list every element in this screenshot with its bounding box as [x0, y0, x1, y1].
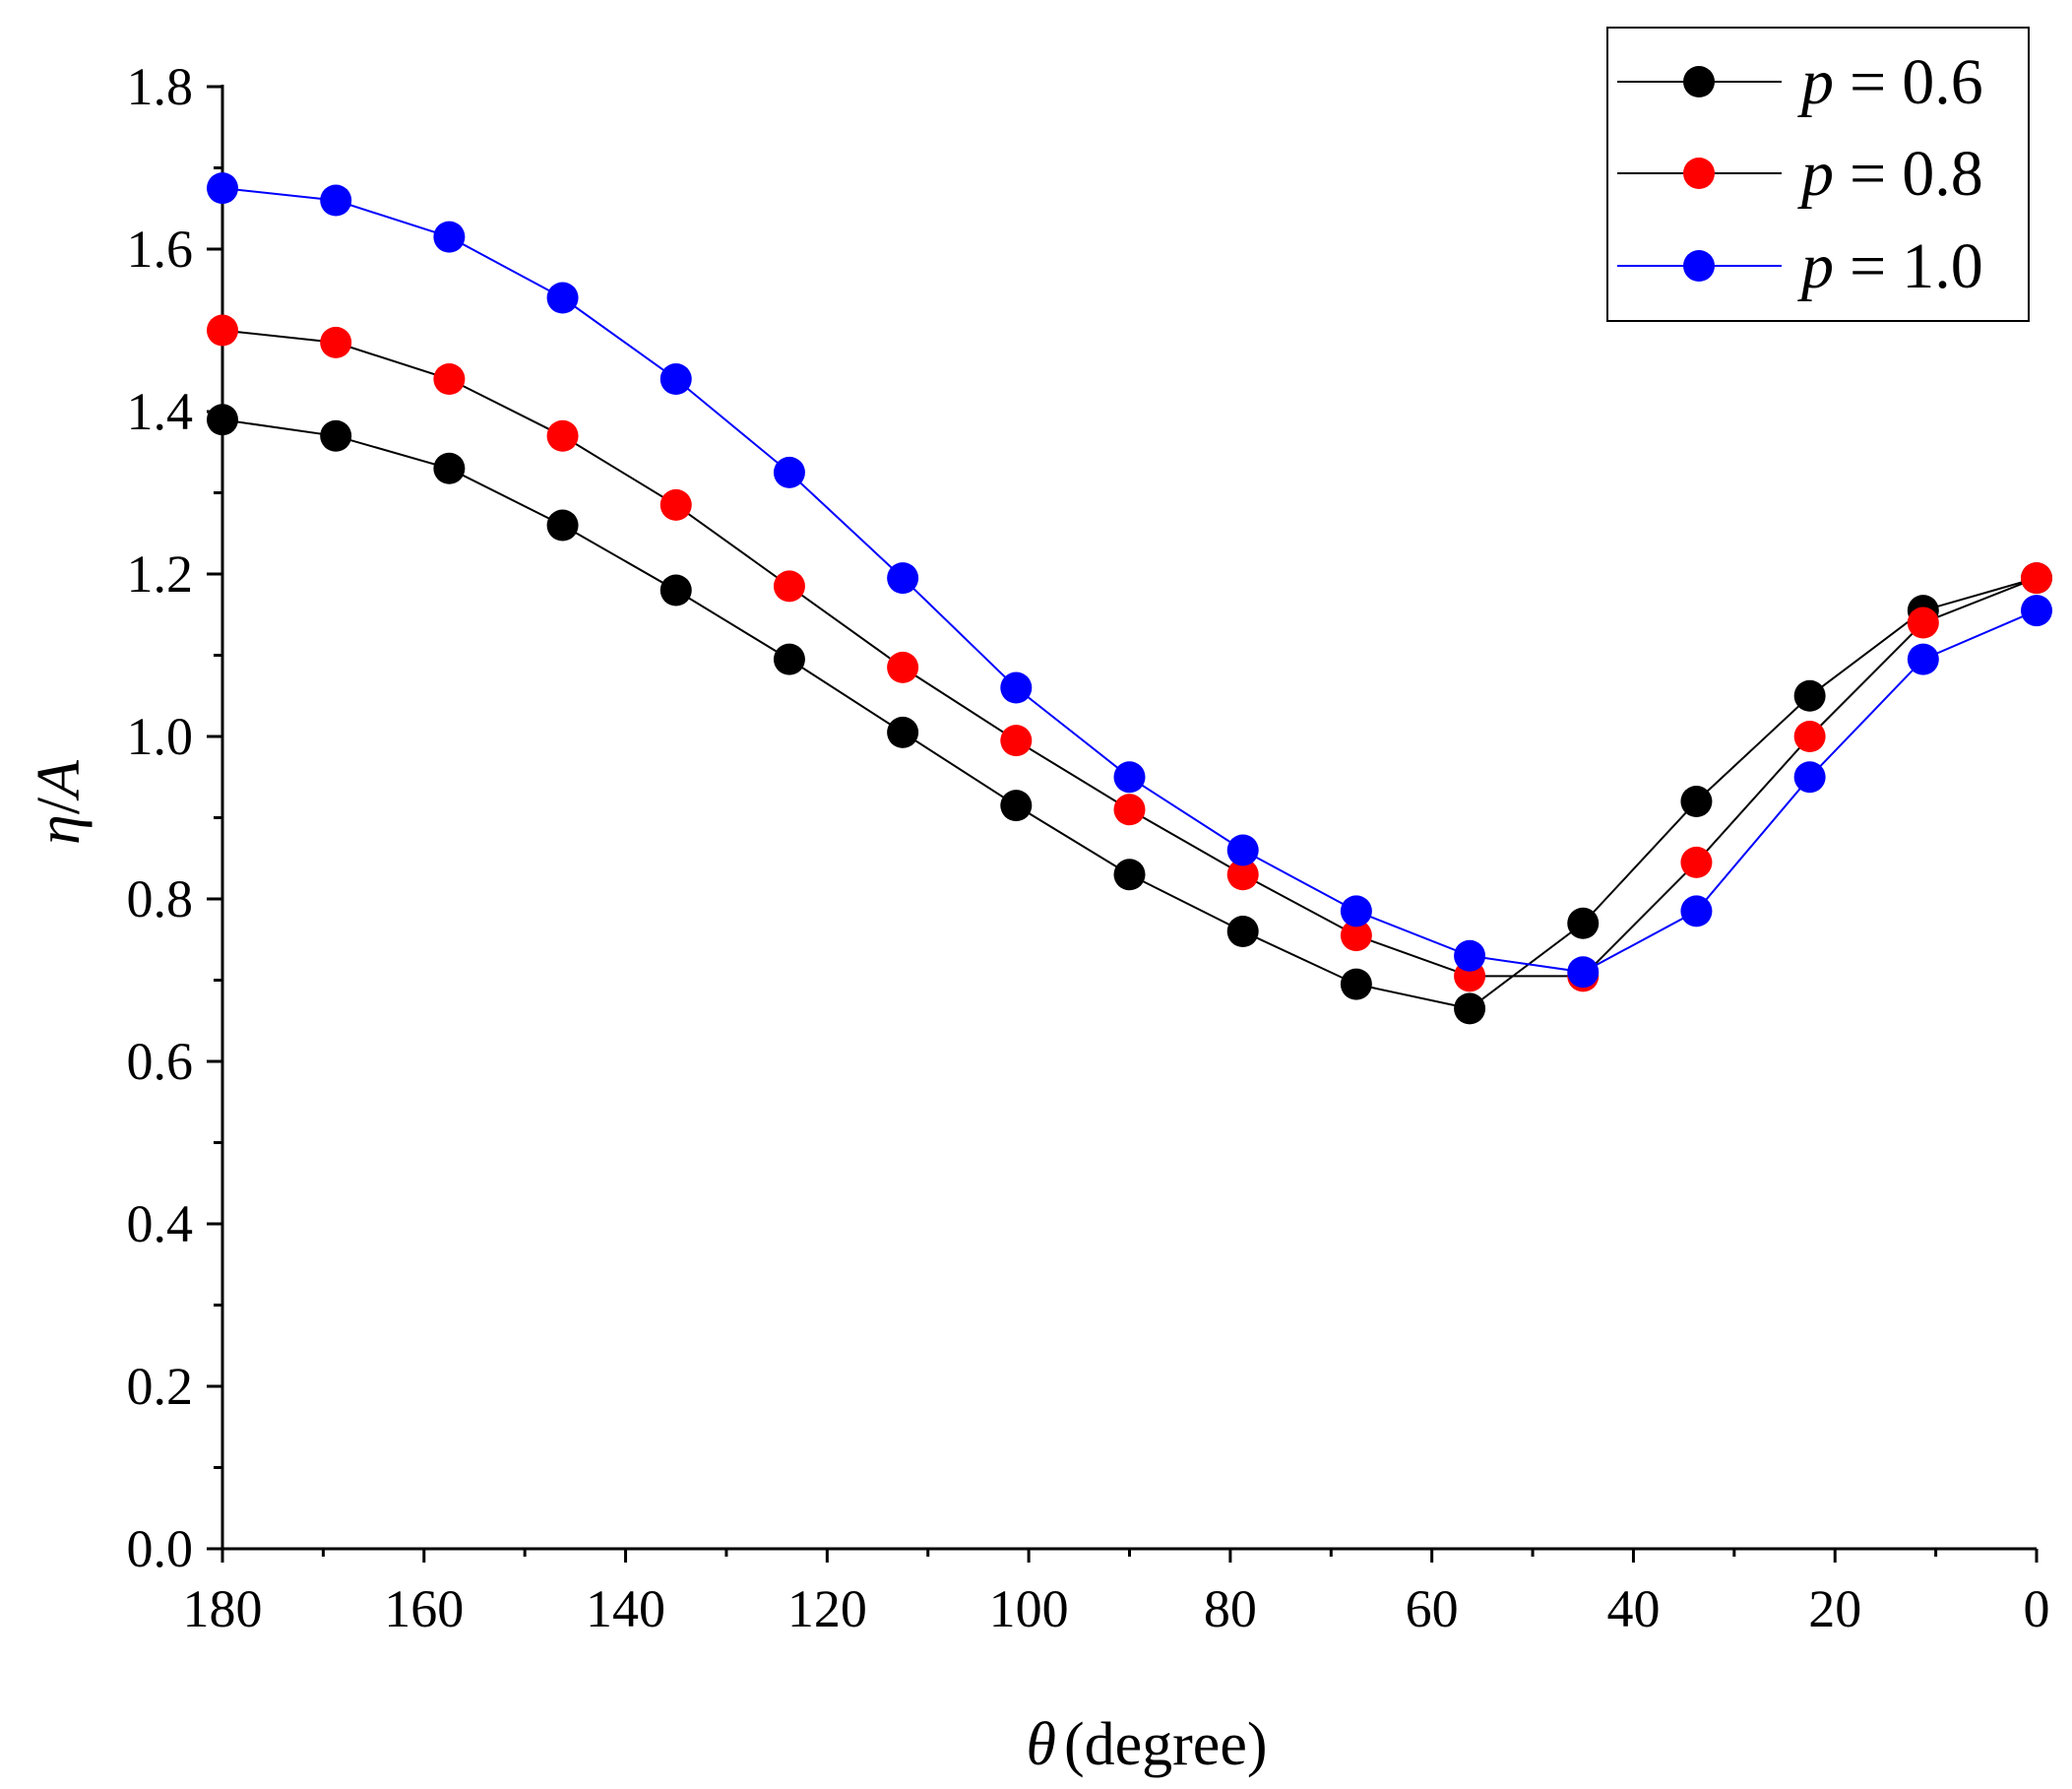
x-tick-label: 60: [1406, 1579, 1459, 1638]
data-point: [1226, 859, 1259, 891]
data-point: [433, 363, 466, 395]
y-axis-symbol: η: [26, 814, 93, 845]
x-axis-title: θ (degree): [1027, 1711, 1268, 1778]
legend-marker-1: [1683, 158, 1715, 189]
data-point: [207, 404, 238, 436]
legend-var-1: p: [1797, 138, 1834, 210]
data-point: [1793, 679, 1826, 712]
data-point: [887, 562, 919, 595]
y-tick-label: 0.4: [127, 1194, 194, 1253]
data-point: [1113, 761, 1146, 794]
data-point: [1567, 907, 1600, 939]
series-2: [207, 172, 2052, 989]
data-point: [1793, 721, 1826, 752]
y-tick-label: 1.6: [127, 220, 194, 279]
data-point: [659, 574, 692, 607]
y-tick-label: 0.0: [127, 1519, 194, 1578]
data-point: [320, 184, 352, 217]
x-axis-symbol: θ: [1027, 1711, 1056, 1778]
legend: p = 0.6 p = 0.8 p = 1.0: [1606, 27, 2030, 322]
y-axis-denominator: A: [26, 759, 93, 801]
y-tick-label: 1.8: [127, 57, 194, 116]
legend-var-2: p: [1797, 230, 1834, 302]
data-point: [207, 314, 238, 347]
y-axis-title: η/A: [26, 759, 93, 845]
data-point: [546, 509, 579, 542]
data-point: [1226, 834, 1259, 866]
legend-var-0: p: [1797, 46, 1834, 118]
x-tick-label: 180: [183, 1579, 263, 1638]
data-point: [1000, 671, 1033, 704]
data-point: [2021, 595, 2052, 627]
legend-label-2: p = 1.0: [1797, 230, 1983, 302]
y-tick-label: 1.0: [127, 707, 194, 766]
data-point: [320, 419, 352, 452]
y-tick-label: 0.8: [127, 869, 194, 928]
data-point: [1340, 968, 1372, 1000]
x-tick-label: 20: [1808, 1579, 1861, 1638]
data-point: [546, 282, 579, 314]
y-tick-label: 0.6: [127, 1032, 194, 1091]
data-point: [1454, 939, 1486, 972]
data-point: [773, 456, 805, 488]
data-point: [659, 488, 692, 521]
data-point: [2021, 562, 2052, 595]
y-tick-label: 0.2: [127, 1357, 194, 1416]
data-point: [546, 419, 579, 452]
data-point: [773, 643, 805, 675]
data-point: [207, 172, 238, 205]
series-layer: [207, 172, 2052, 1025]
legend-item-1: p = 0.8: [1617, 138, 1983, 210]
data-point: [1680, 846, 1713, 878]
x-tick-label: 80: [1204, 1579, 1257, 1638]
x-tick-label: 160: [384, 1579, 464, 1638]
x-axis-unit: (degree): [1064, 1711, 1268, 1778]
data-point: [1113, 859, 1146, 891]
series-1: [207, 314, 2052, 992]
data-point: [1567, 956, 1600, 989]
legend-eq-2: =: [1850, 230, 1886, 302]
legend-val-0: 0.6: [1902, 46, 1983, 118]
legend-marker-0: [1683, 66, 1715, 97]
legend-item-2: p = 1.0: [1617, 230, 1983, 302]
data-point: [1340, 895, 1372, 927]
y-tick-label: 1.2: [127, 544, 194, 604]
data-point: [773, 570, 805, 603]
data-point: [433, 221, 466, 253]
data-point: [1000, 790, 1033, 822]
legend-label-1: p = 0.8: [1797, 138, 1983, 210]
data-point: [1226, 916, 1259, 947]
x-tick-label: 0: [2024, 1579, 2050, 1638]
data-point: [887, 651, 919, 683]
x-tick-label: 100: [989, 1579, 1069, 1638]
data-point: [1793, 761, 1826, 794]
data-point: [1113, 794, 1146, 826]
legend-label-0: p = 0.6: [1797, 46, 1983, 118]
data-point: [1000, 725, 1033, 757]
legend-val-2: 1.0: [1902, 230, 1983, 302]
x-tick-label: 40: [1606, 1579, 1660, 1638]
legend-eq-0: =: [1850, 46, 1886, 118]
x-tick-label: 120: [787, 1579, 867, 1638]
data-point: [320, 326, 352, 358]
legend-val-1: 0.8: [1902, 138, 1983, 210]
y-axis-slash: /: [26, 797, 93, 814]
data-point: [887, 716, 919, 748]
data-point: [1680, 786, 1713, 817]
data-point: [1907, 607, 1939, 639]
data-point: [1340, 920, 1372, 952]
legend-marker-2: [1683, 250, 1715, 282]
legend-eq-1: =: [1850, 138, 1886, 210]
data-point: [659, 363, 692, 395]
data-point: [1454, 992, 1486, 1025]
x-tick-label: 140: [586, 1579, 665, 1638]
legend-item-0: p = 0.6: [1617, 46, 1983, 118]
axes: 180 160 140 120 100 80 60 40 20 0 0.0 0.2 0.4 0.6 0.8 1…: [127, 57, 2050, 1638]
y-tick-label: 1.4: [127, 382, 194, 441]
data-point: [1907, 643, 1939, 675]
data-point: [433, 452, 466, 484]
data-point: [1680, 895, 1713, 927]
